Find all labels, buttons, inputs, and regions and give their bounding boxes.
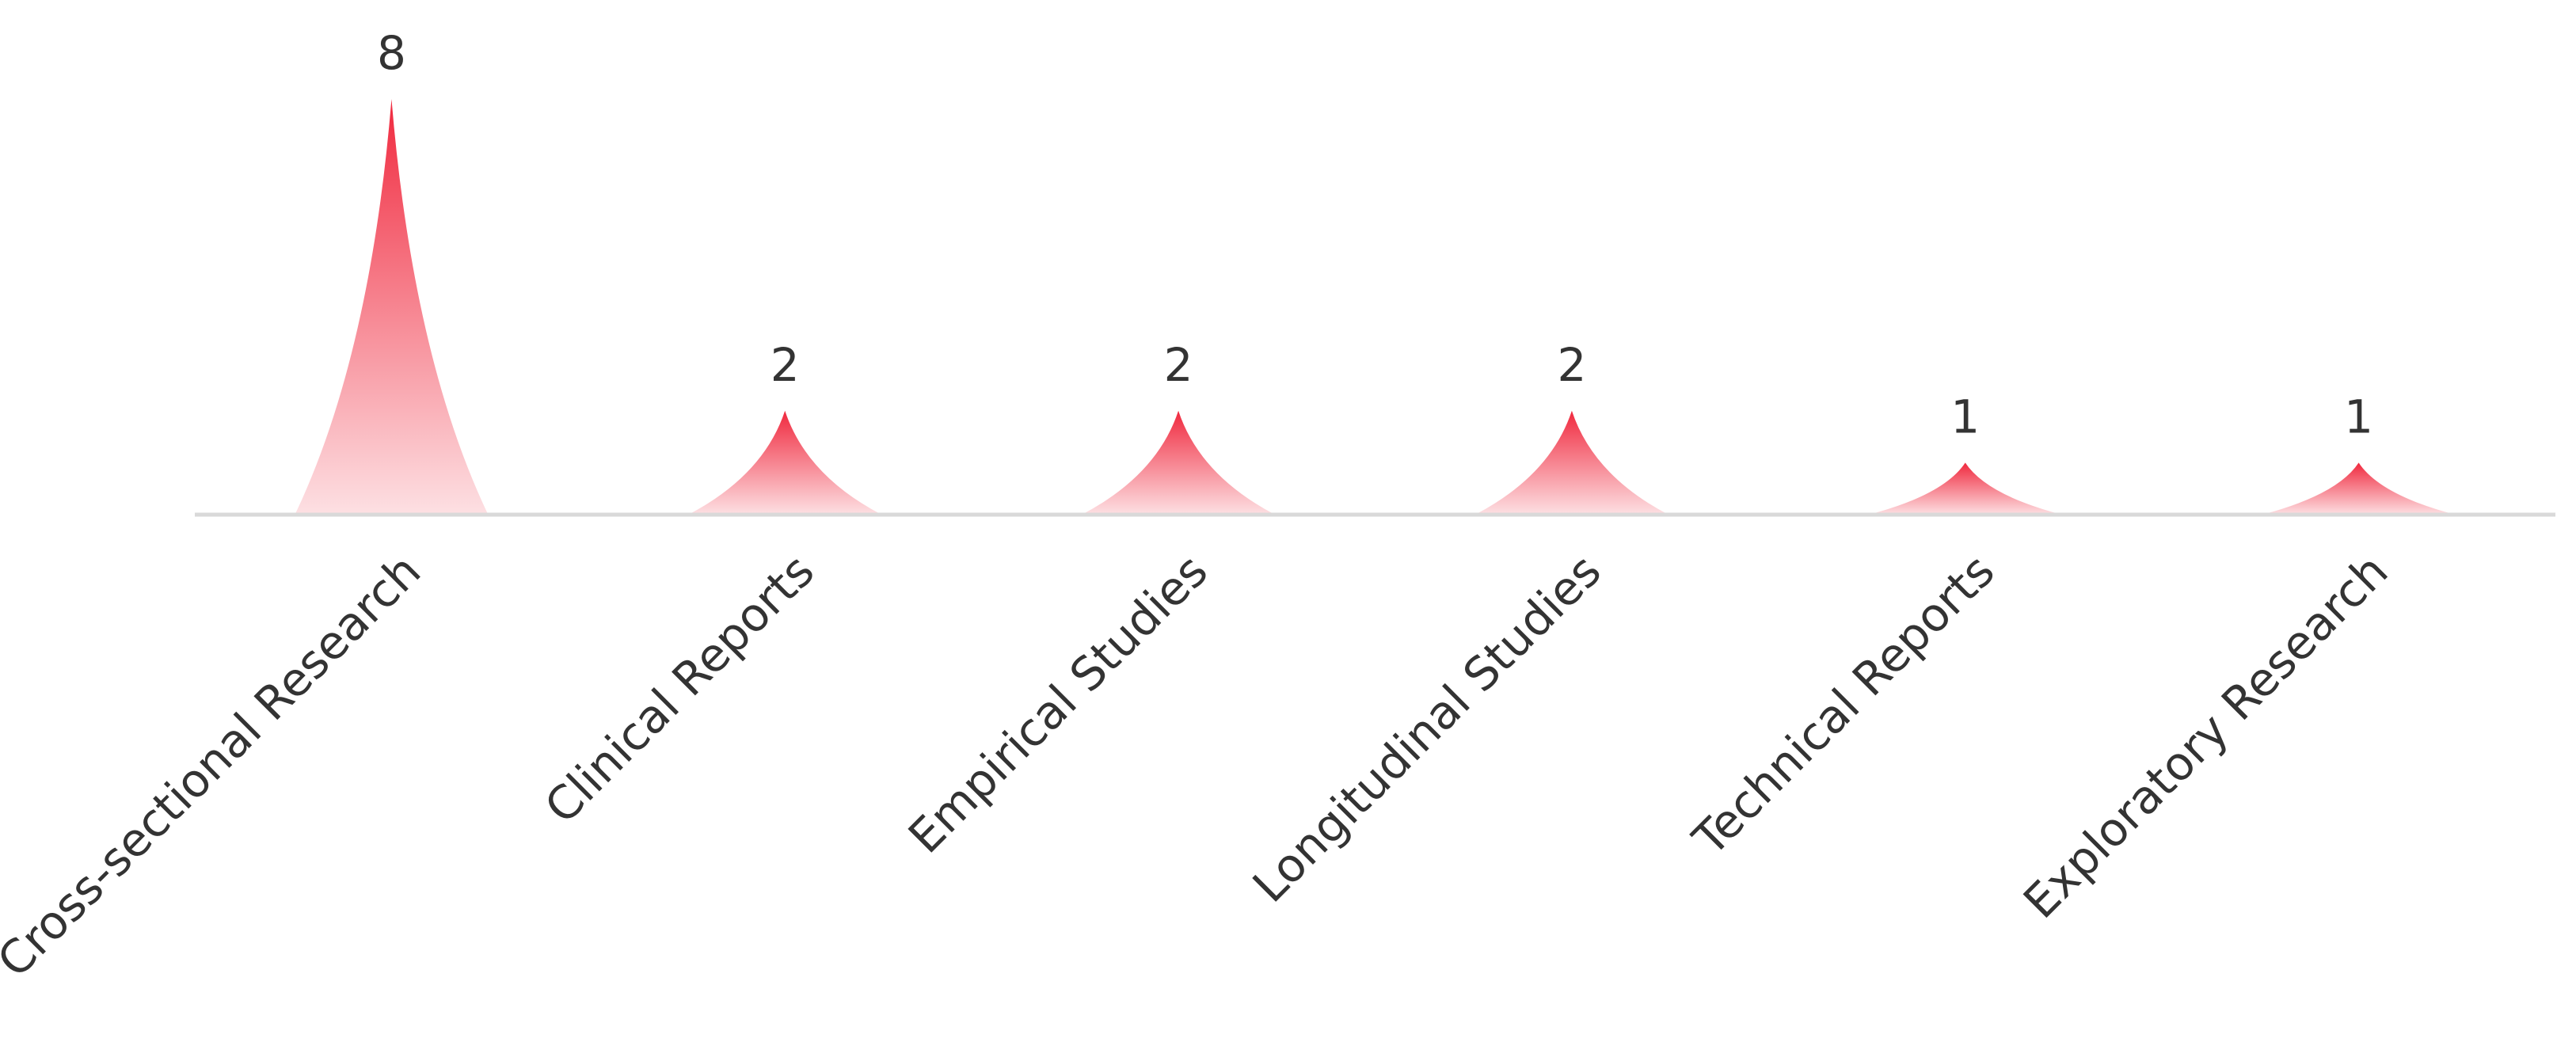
tick-label-cross-sectional-research: Cross-sectional Research [0, 544, 431, 988]
bar-cross-sectional-research [295, 99, 489, 515]
value-label-clinical-reports: 2 [771, 338, 800, 392]
spikes-layer [295, 99, 2456, 515]
tick-label-longitudinal-studies: Longitudinal Studies [1242, 544, 1611, 913]
bar-exploratory-research [2262, 462, 2456, 515]
bar-clinical-reports [688, 410, 882, 515]
tick-label-clinical-reports: Clinical Reports [535, 544, 824, 834]
bar-technical-reports [1868, 462, 2062, 515]
tick-label-exploratory-research: Exploratory Research [2013, 544, 2398, 929]
value-label-longitudinal-studies: 2 [1557, 338, 1586, 392]
value-label-empirical-studies: 2 [1164, 338, 1193, 392]
value-label-cross-sectional-research: 8 [377, 26, 406, 80]
value-label-technical-reports: 1 [1950, 390, 1980, 443]
value-label-exploratory-research: 1 [2344, 390, 2373, 443]
bar-empirical-studies [1082, 410, 1276, 515]
tick-label-technical-reports: Technical Reports [1682, 544, 2004, 866]
tick-label-empirical-studies: Empirical Studies [898, 544, 1218, 864]
bar-longitudinal-studies [1474, 410, 1669, 515]
tick-labels-layer: Cross-sectional Research Clinical Reports… [0, 544, 2398, 988]
value-labels-layer: 8 2 2 2 1 1 [377, 26, 2373, 443]
